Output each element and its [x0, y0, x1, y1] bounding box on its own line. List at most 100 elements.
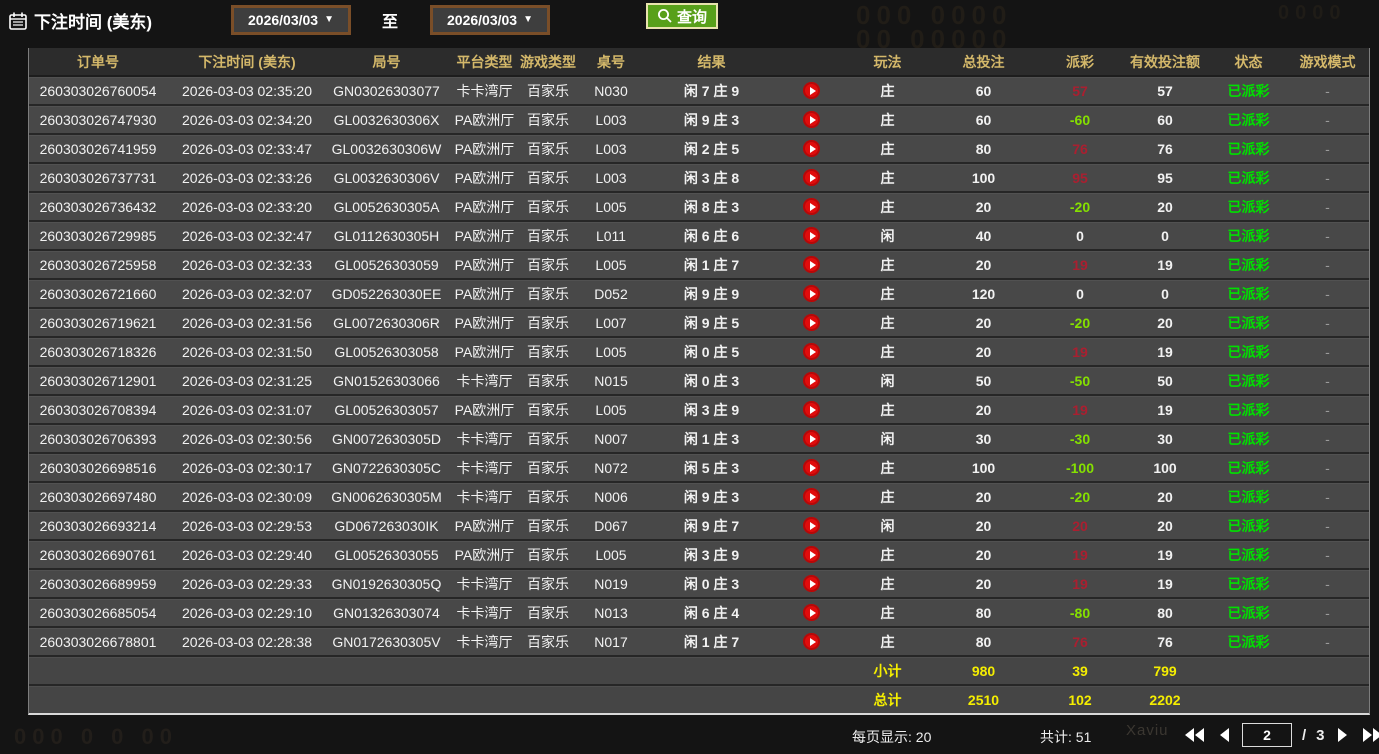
header-result: 结果 [697, 53, 726, 70]
header-status: 状态 [1234, 53, 1263, 70]
round-id: GL00526303058 [334, 343, 439, 360]
payout: 95 [1072, 169, 1088, 186]
replay-play-icon[interactable] [803, 459, 820, 476]
replay-play-icon[interactable] [803, 285, 820, 302]
calendar-icon [8, 11, 28, 31]
table-no: N072 [594, 459, 628, 476]
per-page-label: 每页显示: 20 [852, 729, 932, 745]
game-mode: - [1325, 459, 1330, 476]
replay-play-icon[interactable] [803, 140, 820, 157]
table-no: N019 [594, 575, 628, 592]
bet-method: 闲 [880, 227, 895, 244]
replay-play-icon[interactable] [803, 111, 820, 128]
status-badge: 已派彩 [1227, 343, 1270, 360]
first-page-button[interactable] [1183, 726, 1207, 744]
total-bet: 20 [975, 546, 992, 563]
round-id: GN0172630305V [332, 633, 441, 650]
page-number-input[interactable] [1242, 723, 1292, 747]
total-bet: 80 [975, 140, 992, 157]
order-id: 260303026741959 [39, 140, 157, 157]
round-id: GL00526303055 [334, 546, 439, 563]
payout: 76 [1072, 633, 1088, 650]
order-id: 260303026693214 [39, 517, 157, 534]
platform-type: PA欧洲厅 [454, 169, 515, 186]
total-pages: 3 [1316, 726, 1325, 744]
header-platform-type: 平台类型 [456, 53, 513, 70]
prev-page-button[interactable] [1217, 726, 1232, 744]
query-button-label: 查询 [677, 8, 708, 26]
replay-play-icon[interactable] [803, 82, 820, 99]
bet-method: 庄 [880, 198, 895, 215]
valid-bet: 100 [1153, 459, 1177, 476]
replay-play-icon[interactable] [803, 546, 820, 563]
header-game-mode: 游戏模式 [1299, 53, 1356, 70]
replay-play-icon[interactable] [803, 227, 820, 244]
date-to-select[interactable]: 2026/03/03 ▼ [430, 5, 550, 35]
replay-play-icon[interactable] [803, 256, 820, 273]
replay-play-icon[interactable] [803, 430, 820, 447]
play-triangle-icon [809, 318, 816, 327]
replay-play-icon[interactable] [803, 314, 820, 331]
table-row: 260303026719621 2026-03-03 02:31:56 GL00… [29, 309, 1369, 338]
play-triangle-icon [809, 550, 816, 559]
replay-play-icon[interactable] [803, 169, 820, 186]
game-mode: - [1325, 517, 1330, 534]
status-badge: 已派彩 [1227, 227, 1270, 244]
game-type: 百家乐 [527, 459, 569, 476]
bet-method: 庄 [880, 256, 895, 273]
order-id: 260303026706393 [39, 430, 157, 447]
replay-play-icon[interactable] [803, 401, 820, 418]
date-from-select[interactable]: 2026/03/03 ▼ [231, 5, 351, 35]
play-triangle-icon [809, 144, 816, 153]
replay-play-icon[interactable] [803, 343, 820, 360]
result: 闲 2 庄 5 [683, 140, 740, 157]
game-type: 百家乐 [527, 430, 569, 447]
bet-method: 庄 [880, 604, 895, 621]
round-id: GN0722630305C [332, 459, 441, 476]
game-mode: - [1325, 604, 1330, 621]
replay-play-icon[interactable] [803, 198, 820, 215]
bet-method: 闲 [880, 430, 895, 447]
table-header-row: 订单号 下注时间 (美东) 局号 平台类型 游戏类型 桌号 结果 玩法 总投注 … [29, 48, 1369, 77]
game-type: 百家乐 [527, 140, 569, 157]
replay-play-icon[interactable] [803, 372, 820, 389]
status-badge: 已派彩 [1227, 256, 1270, 273]
replay-play-icon[interactable] [803, 575, 820, 592]
valid-bet: 20 [1157, 198, 1173, 215]
platform-type: 卡卡湾厅 [456, 488, 513, 505]
payout: 20 [1072, 517, 1088, 534]
game-mode: - [1325, 256, 1330, 273]
result: 闲 6 庄 4 [683, 604, 740, 621]
replay-play-icon[interactable] [803, 488, 820, 505]
table-row: 260303026690761 2026-03-03 02:29:40 GL00… [29, 541, 1369, 570]
game-mode: - [1325, 430, 1330, 447]
round-id: GL0052630305A [333, 198, 440, 215]
valid-bet: 0 [1161, 227, 1169, 244]
status-badge: 已派彩 [1227, 140, 1270, 157]
order-id: 260303026719621 [39, 314, 157, 331]
valid-bet: 19 [1157, 401, 1173, 418]
result: 闲 0 庄 3 [683, 372, 740, 389]
platform-type: PA欧洲厅 [454, 285, 515, 302]
bet-method: 庄 [880, 82, 895, 99]
replay-cell [774, 251, 849, 278]
replay-play-icon[interactable] [803, 517, 820, 534]
replay-play-icon[interactable] [803, 633, 820, 650]
play-triangle-icon [809, 231, 816, 240]
query-button[interactable]: 查询 [646, 3, 719, 29]
last-page-button[interactable] [1360, 726, 1379, 744]
game-mode: - [1325, 488, 1330, 505]
valid-bet: 0 [1161, 285, 1169, 302]
round-id: GL0032630306X [333, 111, 440, 128]
order-id: 260303026725958 [39, 256, 157, 273]
next-page-button[interactable] [1335, 726, 1350, 744]
bet-time: 2026-03-03 02:29:53 [182, 517, 312, 534]
play-triangle-icon [809, 579, 816, 588]
bet-time: 2026-03-03 02:29:40 [182, 546, 312, 563]
replay-play-icon[interactable] [803, 604, 820, 621]
platform-type: PA欧洲厅 [454, 198, 515, 215]
game-mode: - [1325, 82, 1330, 99]
bet-time: 2026-03-03 02:31:50 [182, 343, 312, 360]
header-order-id: 订单号 [77, 53, 119, 70]
replay-cell [774, 222, 849, 249]
